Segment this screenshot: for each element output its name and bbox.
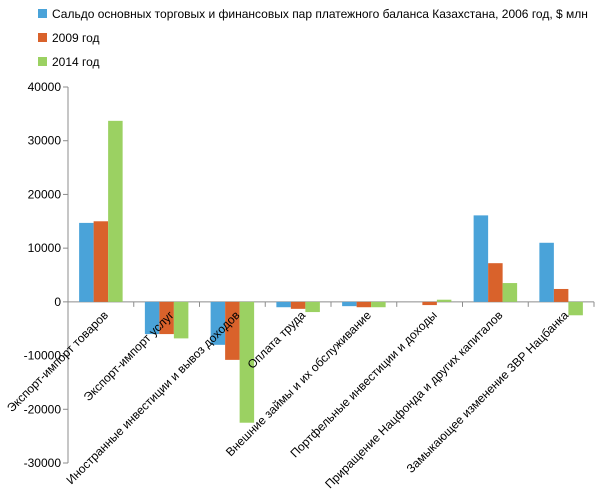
bar-series-2-cat-3 [225, 301, 240, 360]
y-tick-label: 10000 [28, 241, 62, 255]
legend-label-2: 2009 год [52, 31, 100, 45]
bar-series-3-cat-7 [502, 283, 518, 302]
bar-series-2-cat-8 [553, 288, 569, 302]
bar-series-3-cat-5 [371, 301, 386, 308]
bar-series-1-cat-1 [79, 222, 94, 302]
bar-series-2-cat-5 [356, 301, 372, 308]
y-tick-label: 40000 [28, 80, 62, 94]
bar-series-3-cat-1 [108, 120, 123, 302]
bar-series-1-cat-5 [342, 301, 357, 307]
y-tick-label: 30000 [28, 134, 62, 148]
y-tick-label: -10000 [24, 349, 62, 363]
bar-series-3-cat-8 [568, 301, 583, 316]
bar-series-2-cat-2 [159, 301, 174, 335]
legend-swatch-2 [38, 33, 47, 42]
bars [79, 120, 583, 423]
legend-swatch-1 [38, 9, 47, 18]
x-category-label: Портфельные инвестиции и доходы [287, 308, 439, 460]
bar-series-2-cat-7 [488, 263, 503, 302]
legend: Сальдо основных торговых и финансовых па… [38, 7, 588, 69]
y-tick-label: 20000 [28, 187, 62, 201]
x-category-label: Оплата труда [245, 308, 309, 372]
y-axis: 40000 30000 20000 10000 0 -10000 -20000 -30000 [24, 80, 69, 470]
bar-series-3-cat-3 [239, 301, 255, 423]
bar-series-1-cat-3 [210, 301, 226, 345]
y-tick-label: 0 [54, 295, 61, 309]
bar-series-1-cat-2 [144, 301, 160, 335]
legend-label-3: 2014 год [52, 55, 100, 69]
y-tick-label: -30000 [24, 456, 62, 470]
bar-series-2-cat-1 [93, 221, 109, 302]
bar-series-2-cat-6 [422, 301, 437, 306]
y-tick-label: -20000 [24, 402, 62, 416]
bar-series-3-cat-4 [305, 301, 320, 313]
bar-series-3-cat-2 [173, 301, 189, 339]
bar-series-2-cat-4 [290, 301, 306, 309]
bar-series-1-cat-7 [473, 215, 489, 302]
legend-swatch-3 [38, 57, 47, 66]
bar-series-1-cat-4 [276, 301, 291, 308]
legend-label-1: Сальдо основных торговых и финансовых па… [52, 7, 588, 21]
bar-series-1-cat-8 [539, 242, 554, 302]
bar-series-3-cat-6 [436, 299, 452, 302]
